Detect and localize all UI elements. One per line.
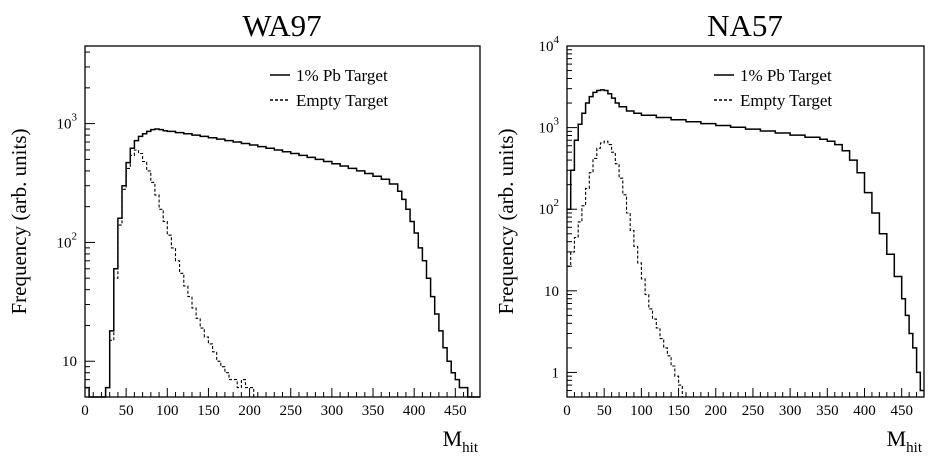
x-tick-label: 200	[705, 403, 728, 419]
x-tick-label: 50	[119, 403, 134, 419]
y-axis-label: Frequency (arb. units)	[7, 128, 31, 314]
x-tick-label: 300	[779, 403, 802, 419]
x-tick-label: 0	[81, 403, 89, 419]
x-tick-label: 50	[597, 403, 612, 419]
x-axis-label: Mhit	[443, 426, 479, 456]
legend-label: 1% Pb Target	[740, 66, 832, 85]
x-tick-label: 400	[403, 403, 426, 419]
y-tick-label: 102	[539, 197, 560, 218]
plot-frame	[84, 45, 481, 398]
chart-title: WA97	[242, 8, 321, 43]
y-tick-label: 103	[57, 112, 78, 133]
y-axis-label: Frequency (arb. units)	[494, 128, 518, 314]
y-tick-label: 10	[544, 284, 559, 300]
legend-label: Empty Target	[296, 91, 388, 110]
x-tick-label: 300	[321, 403, 344, 419]
x-tick-label: 250	[742, 403, 765, 419]
x-tick-label: 150	[197, 403, 220, 419]
x-tick-label: 100	[630, 403, 653, 419]
series-empty-target	[567, 140, 686, 398]
y-tick-label: 1	[552, 365, 560, 381]
legend-label: Empty Target	[740, 91, 832, 110]
y-tick-label: 104	[539, 34, 560, 55]
y-tick-label: 10	[62, 354, 77, 370]
x-tick-label: 150	[667, 403, 690, 419]
x-tick-label: 350	[816, 403, 839, 419]
x-tick-label: 250	[279, 403, 302, 419]
x-tick-label: 0	[563, 403, 571, 419]
x-tick-label: 200	[238, 403, 261, 419]
chart-title: NA57	[707, 8, 783, 43]
series-empty-target	[85, 149, 258, 398]
series-pb-target	[567, 89, 924, 392]
x-tick-label: 350	[362, 403, 385, 419]
chart-panel-na57: NA57 Frequency (arb. units) 0 50 100 150 200 25…	[494, 8, 925, 456]
y-tick-label: 103	[539, 116, 560, 137]
x-tick-label: 100	[156, 403, 179, 419]
y-tick-label: 102	[57, 230, 78, 251]
chart-panel-wa97: WA97 Frequency (arb. units) 0 50 100 150 200 25…	[7, 8, 481, 456]
x-tick-label: 450	[444, 403, 467, 419]
x-axis-label: Mhit	[887, 426, 923, 456]
x-tick-label: 400	[853, 403, 876, 419]
series-pb-target	[85, 128, 480, 398]
legend-label: 1% Pb Target	[296, 66, 388, 85]
x-tick-label: 450	[890, 403, 913, 419]
